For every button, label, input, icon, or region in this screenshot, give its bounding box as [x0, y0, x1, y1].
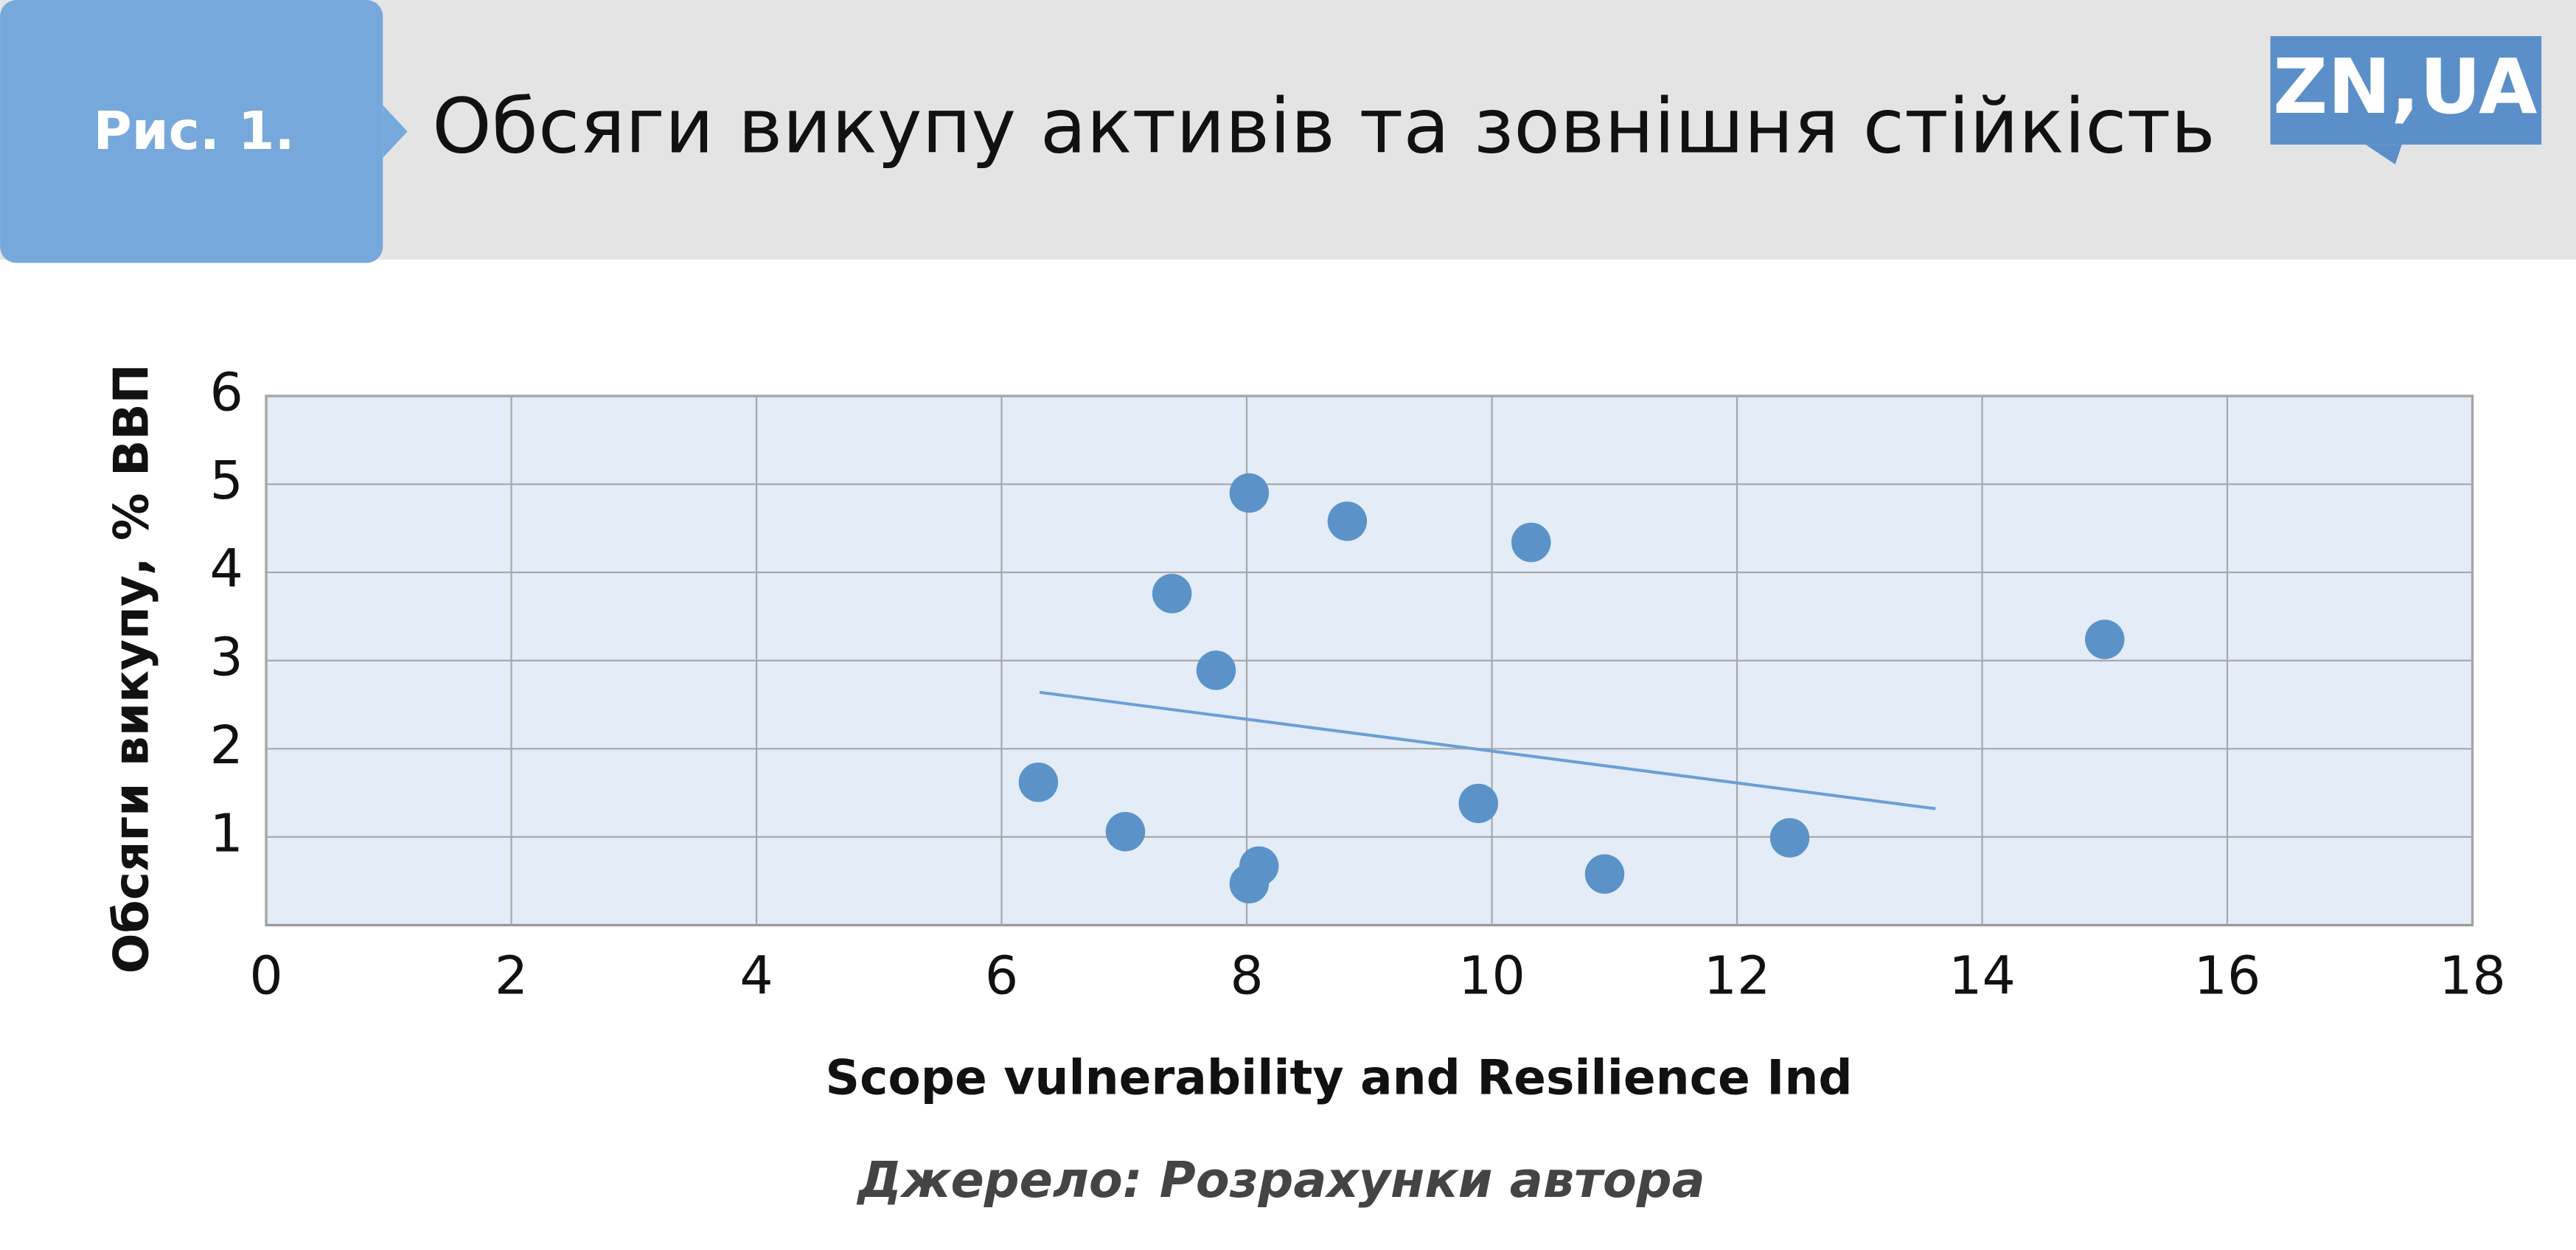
header-band [0, 0, 2576, 260]
x-tick-label: 4 [739, 945, 773, 1007]
point [1769, 818, 1810, 858]
x-tick-label: 8 [1230, 945, 1263, 1007]
badge-arrow [383, 105, 408, 158]
y-tick-label: 3 [209, 626, 243, 687]
point [1229, 864, 1270, 904]
y-tick-label: 6 [209, 362, 243, 423]
x-tick-label: 16 [2194, 945, 2261, 1007]
badge-box [0, 0, 383, 263]
badge: Рис. 1. [93, 100, 294, 162]
x-tick-label: 6 [985, 945, 1018, 1007]
x-tick-label: 18 [2439, 945, 2506, 1007]
point [1018, 763, 1059, 802]
point [1196, 650, 1236, 690]
y-tick-label: 1 [209, 802, 243, 864]
trendline [1039, 690, 1936, 810]
logo: ZN,UA [2273, 44, 2537, 131]
y-axis-label: Обсяги викупу, % ВВП [104, 364, 159, 973]
y-tick-label: 5 [209, 450, 243, 511]
logo-tail [2365, 145, 2402, 164]
source-note: Джерело: Розрахунки автора [856, 1151, 1705, 1209]
x-axis-label: Scope vulnerability and Resilience Ind [826, 1051, 1853, 1106]
point [1105, 811, 1146, 852]
x-tick-label: 10 [1458, 945, 1525, 1007]
point [1584, 854, 1625, 894]
y-tick-label: 2 [209, 715, 243, 776]
logo-box [2270, 36, 2542, 145]
y-tick-label: 4 [209, 538, 243, 600]
x-tick-label: 14 [1949, 945, 2016, 1007]
point [1152, 574, 1192, 614]
point [1229, 473, 1270, 513]
point [1327, 501, 1368, 541]
point [1511, 522, 1551, 563]
point [2085, 619, 2125, 659]
x-tick-label: 2 [495, 945, 528, 1007]
x-tick-label: 0 [249, 945, 282, 1007]
x-tick-label: 12 [1704, 945, 1771, 1007]
chart-title: Обсяги викупу активів та зовнішня стійкі… [432, 83, 2215, 171]
point [1458, 783, 1498, 824]
